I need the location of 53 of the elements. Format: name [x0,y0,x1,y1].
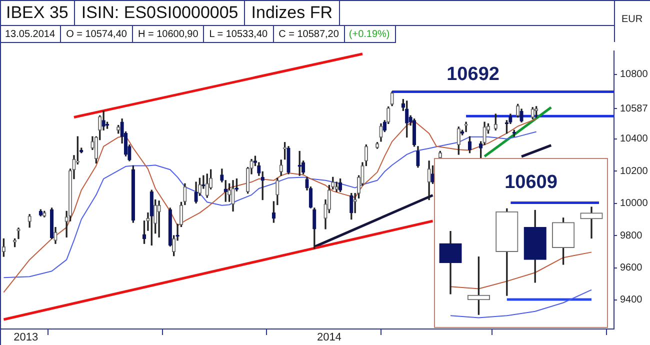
candlestick [231,180,235,212]
candlestick [16,228,20,240]
y-tick-label: 9400 [620,294,643,306]
text: C = 10587,20 [274,26,345,42]
candlestick [116,124,120,134]
candlestick [102,110,106,130]
candlestick [494,114,498,130]
candlestick [157,200,161,238]
y-tick-label: 9600 [620,262,643,274]
candlestick [350,192,354,220]
candlestick [530,107,534,120]
text: L = 10533,40 [204,26,274,42]
text: Indizes FR [245,0,340,25]
y-tick-label: 10200 [620,166,648,177]
y-tick-label: 10000 [620,198,648,210]
y-tick-label: 10400 [620,134,648,145]
candlestick [405,100,409,138]
candlestick [468,136,472,154]
chart-subtitle: ISIN: ES0SI0000005 [75,0,246,25]
y-tick-label: 10800 [620,69,648,80]
candlestick [456,126,460,155]
candlestick [131,165,135,223]
candlestick [412,118,416,147]
x-tick-label: 2013 [14,332,38,344]
y-tick-label: 9800 [620,230,643,242]
candlestick [379,123,383,142]
candlestick [202,175,206,189]
text: (+0.19%) [344,26,396,42]
candlestick [464,122,468,132]
candlestick [338,178,342,192]
candlestick [205,174,209,198]
candlestick [276,178,280,206]
candlestick [183,183,187,206]
candlestick [430,165,435,184]
candlestick [312,208,316,249]
annotation: 10609 [504,172,558,193]
candlestick [28,214,32,228]
candlestick [286,146,290,174]
text: O = 10574,40 [61,26,133,42]
y-tick-label: 10587 [620,103,648,114]
text: H = 10600,90 [132,26,204,42]
y-axis-title: EUR [620,14,644,25]
series-label: 10692 [446,64,500,86]
candlestick [427,160,431,200]
candlestick [42,210,46,218]
candlestick [194,182,198,204]
x-tick-label: 2014 [316,332,342,344]
candlestick [142,220,146,244]
candlestick [416,146,420,168]
candlestick [390,91,394,106]
candlestick [580,206,603,239]
text: 13.05.2014 [0,26,62,42]
chart-title: IBEX 35 [0,0,76,25]
